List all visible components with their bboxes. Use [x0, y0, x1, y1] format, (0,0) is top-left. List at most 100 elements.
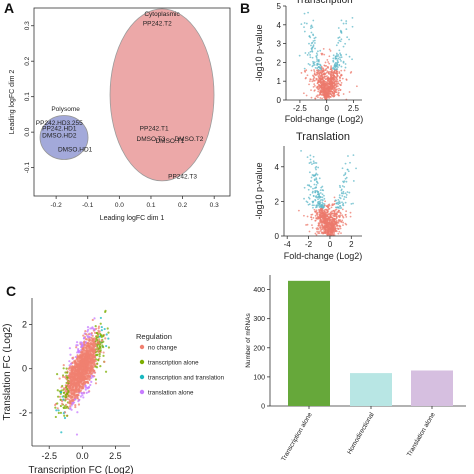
volcano-point [307, 52, 310, 54]
volcano-point [332, 228, 335, 231]
volcano-point [310, 180, 312, 182]
volcano-point [312, 217, 315, 219]
volcano-point [339, 197, 342, 200]
volcano-point [329, 231, 332, 234]
scatter-point [61, 375, 65, 378]
volcano-point [328, 77, 331, 80]
scatter-point [71, 361, 74, 365]
volcano-point [316, 60, 318, 63]
volcano-point [316, 54, 319, 56]
volcano-point [316, 204, 319, 207]
scatter-point [84, 349, 87, 352]
volcano-point [341, 167, 344, 170]
volcano-point [313, 179, 316, 182]
volcano-point [316, 72, 319, 75]
scatter-point [68, 347, 72, 350]
scatter-point [85, 391, 88, 394]
scatter-point [82, 392, 86, 395]
scatter-point [59, 391, 63, 394]
scatter-point [76, 411, 79, 414]
volcano-point [311, 26, 314, 29]
volcano-point [323, 77, 325, 79]
volcano-point [312, 19, 315, 22]
volcano-point [322, 85, 325, 88]
volcano-point [336, 221, 339, 224]
scatter-point [56, 402, 59, 405]
volcano-point [311, 213, 314, 216]
scatter-point [85, 357, 88, 360]
scatter-point [76, 358, 79, 361]
volcano-point [322, 47, 325, 50]
scatter-point [95, 342, 98, 345]
scatter-point [104, 309, 107, 312]
scatter-point [98, 355, 101, 358]
volcano-point [352, 202, 354, 205]
y-tick-label: -2 [19, 408, 27, 418]
volcano-point [331, 204, 334, 207]
scatter-point [107, 346, 111, 349]
scatter-point [78, 398, 81, 402]
volcano-point [306, 74, 309, 77]
volcano-point [320, 66, 323, 68]
volcano-point [322, 221, 325, 224]
volcano-point [310, 89, 312, 92]
scatter-point [75, 433, 79, 436]
volcano-point [319, 199, 322, 202]
scatter-point [74, 375, 77, 378]
x-tick-label: 0.3 [210, 202, 219, 209]
volcano-point [321, 204, 324, 207]
scatter-point [64, 399, 67, 402]
volcano-point [316, 63, 319, 66]
volcano-point [341, 192, 343, 195]
volcano-point [319, 80, 322, 83]
scatter-point [79, 389, 83, 392]
volcano-point [313, 39, 316, 42]
volcano-point [321, 196, 324, 199]
scatter-point [84, 346, 87, 350]
scatter-point [68, 381, 72, 384]
volcano-point [310, 185, 312, 188]
volcano-point [337, 232, 340, 235]
volcano-point [310, 216, 312, 218]
volcano-point [315, 165, 318, 168]
volcano-point [339, 29, 342, 32]
volcano-point [324, 96, 327, 98]
volcano-point [336, 224, 339, 227]
volcano-point [325, 93, 328, 96]
volcano-point [337, 54, 340, 56]
scatter-point [70, 408, 73, 411]
scatter-point [95, 338, 99, 341]
volcano-point [323, 87, 326, 90]
scatter-point [97, 329, 100, 332]
volcano-point [316, 227, 319, 229]
volcano-point [326, 232, 329, 235]
scatter-point [69, 365, 72, 368]
volcano-point [317, 193, 320, 196]
volcano-point [341, 185, 344, 187]
volcano-point [338, 200, 341, 203]
volcano-point [340, 38, 343, 41]
volcano-point [337, 201, 340, 204]
scatter-point [68, 360, 71, 363]
volcano-point [324, 85, 327, 88]
scatter-point [98, 335, 101, 338]
scatter-point [84, 386, 87, 389]
scatter-point [71, 367, 74, 371]
volcano-point [305, 69, 308, 72]
volcano-point [309, 27, 312, 30]
scatter-point [77, 347, 80, 351]
volcano-point [335, 208, 338, 211]
scatter-point [84, 351, 87, 354]
volcano-translation-points [297, 149, 357, 237]
y-tick-label: 0.3 [24, 21, 31, 30]
volcano-point [348, 91, 351, 93]
volcano-point [342, 192, 345, 195]
scatter-point [68, 398, 71, 401]
volcano-point [297, 209, 300, 212]
panel-c-ylabel: Translation FC (Log2) [2, 324, 13, 421]
scatter-point [103, 327, 106, 331]
volcano-point [313, 183, 316, 186]
volcano-point [345, 215, 348, 218]
panel-c-points [53, 309, 111, 436]
